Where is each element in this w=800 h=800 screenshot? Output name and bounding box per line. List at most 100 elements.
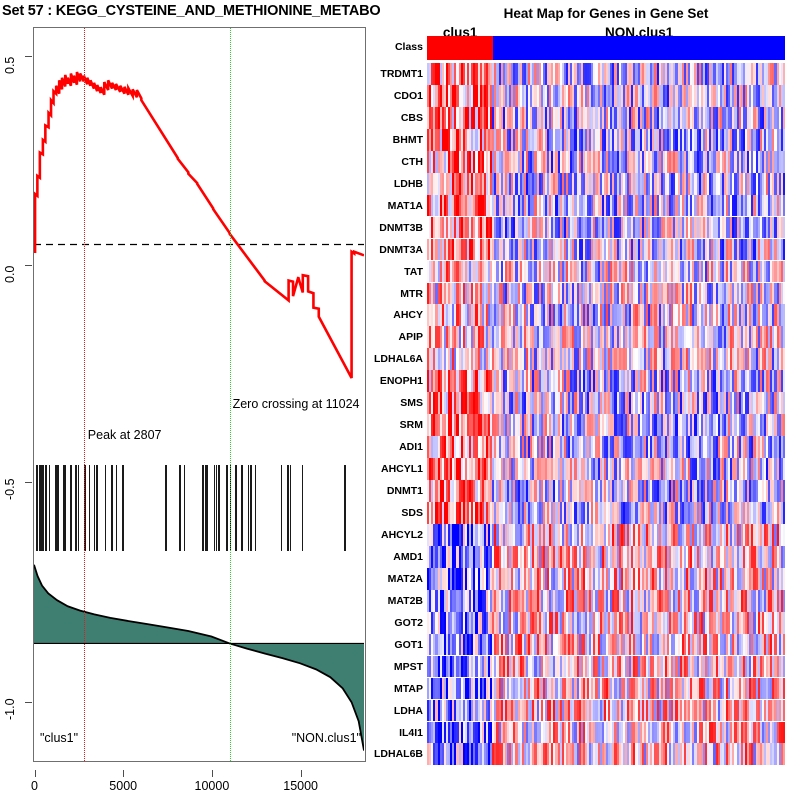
heatmap-cell	[753, 63, 756, 85]
heatmap-cell	[542, 106, 546, 129]
heatmap-cell	[519, 84, 523, 107]
heatmap-cell	[429, 84, 432, 107]
heatmap-cell	[728, 128, 731, 151]
heatmap-cell	[557, 150, 561, 173]
heatmap-cell	[730, 106, 733, 129]
heatmap-cell	[650, 84, 653, 107]
heatmap-cell	[589, 84, 592, 107]
heatmap-cell	[536, 84, 540, 107]
heatmap-cell	[578, 106, 582, 129]
heatmap-cell	[774, 84, 778, 107]
heatmap-cell	[530, 63, 533, 85]
heatmap-cell	[458, 63, 462, 85]
heatmap-cell	[601, 150, 605, 173]
heatmap-cell	[456, 63, 460, 85]
heatmap-cell	[458, 84, 462, 107]
heatmap-row	[427, 502, 785, 524]
heatmap-cell	[673, 63, 676, 85]
heatmap-cell	[544, 63, 548, 85]
heatmap-cell	[574, 63, 577, 85]
gene-hit-mark	[93, 465, 96, 551]
heatmap-cell	[757, 63, 761, 85]
heatmap-cell	[620, 128, 624, 151]
heatmap-cell	[454, 128, 457, 151]
heatmap-cell	[431, 150, 434, 173]
heatmap-cell	[664, 63, 668, 85]
heatmap-cell	[475, 150, 478, 173]
heatmap-cell	[431, 106, 434, 129]
heatmap-cell	[589, 106, 592, 129]
heatmap-cell	[483, 106, 487, 129]
heatmap-cell	[561, 150, 565, 173]
heatmap-row	[427, 545, 785, 568]
gene-hit-mark	[287, 465, 289, 551]
heatmap-cell	[723, 84, 727, 107]
heatmap-cell	[669, 84, 672, 107]
heatmap-cell	[563, 84, 567, 107]
heatmap-cell	[544, 106, 548, 129]
heatmap-cell	[435, 63, 438, 85]
heatmap-row	[427, 523, 785, 546]
heatmap-cell	[768, 150, 771, 173]
enrichment-score-curve	[34, 28, 364, 461]
heatmap-cell	[646, 63, 649, 85]
heatmap-cell	[744, 84, 748, 107]
heatmap-cell	[776, 63, 780, 85]
heatmap-cell	[490, 150, 493, 173]
gene-hit-mark	[42, 465, 44, 551]
heatmap-cell	[610, 106, 613, 129]
ranking-metric-panel	[34, 557, 365, 761]
heatmap-cell	[633, 106, 636, 129]
heatmap-cell	[656, 106, 660, 129]
heatmap-cell	[639, 84, 643, 107]
gene-hit-mark	[96, 465, 99, 551]
heatmap-cell	[565, 63, 569, 85]
heatmap-cell	[726, 63, 729, 85]
gene-label: SDS	[401, 507, 423, 519]
heatmap-cell	[601, 106, 605, 129]
heatmap-cell	[658, 84, 662, 107]
heatmap-cell	[711, 128, 714, 151]
heatmap-cell	[709, 63, 712, 85]
heatmap-cell	[551, 106, 554, 129]
heatmap-row	[427, 348, 785, 371]
heatmap-cell	[662, 63, 666, 85]
heatmap-cell	[555, 63, 558, 85]
heatmap-cell	[462, 84, 466, 107]
heatmap-row	[427, 326, 785, 349]
heatmap-row	[427, 282, 785, 305]
gene-hit-mark	[40, 465, 43, 551]
heatmap-cell	[742, 63, 746, 85]
gene-label: MPST	[393, 660, 423, 673]
heatmap-row	[427, 238, 785, 261]
heatmap-cell	[500, 150, 504, 173]
heatmap-cell	[631, 128, 634, 151]
heatmap-cell	[519, 106, 523, 129]
heatmap-cell	[565, 106, 569, 129]
heatmap-row	[427, 260, 785, 283]
heatmap-cell	[757, 106, 761, 129]
heatmap-cell	[713, 84, 716, 107]
gene-hit-mark	[45, 465, 47, 551]
heatmap-cell	[646, 106, 649, 129]
heatmap-cell	[504, 150, 508, 173]
heatmap-cell	[660, 150, 664, 173]
heatmap-cell	[433, 150, 436, 173]
gsea-plot-title: Set 57 : KEGG_CYSTEINE_AND_METHIONINE_ME…	[2, 3, 381, 19]
heatmap-cell	[429, 172, 432, 195]
heatmap-cell	[488, 150, 491, 173]
heatmap-cell	[441, 84, 445, 107]
heatmap-cell	[477, 106, 481, 129]
heatmap-cell	[686, 106, 689, 129]
heatmap-cell	[559, 150, 563, 173]
heatmap-cell	[782, 348, 785, 371]
heatmap-cell	[443, 106, 447, 129]
heatmap-cell	[780, 63, 784, 85]
heatmap-cell	[534, 150, 537, 173]
heatmap-cell	[728, 63, 731, 85]
heatmap-cell	[559, 63, 563, 85]
heatmap-cell	[452, 106, 455, 129]
heatmap-cell	[551, 128, 554, 151]
heatmap-cell	[723, 63, 727, 85]
y-axis-tick-label: -0.5	[3, 478, 17, 500]
